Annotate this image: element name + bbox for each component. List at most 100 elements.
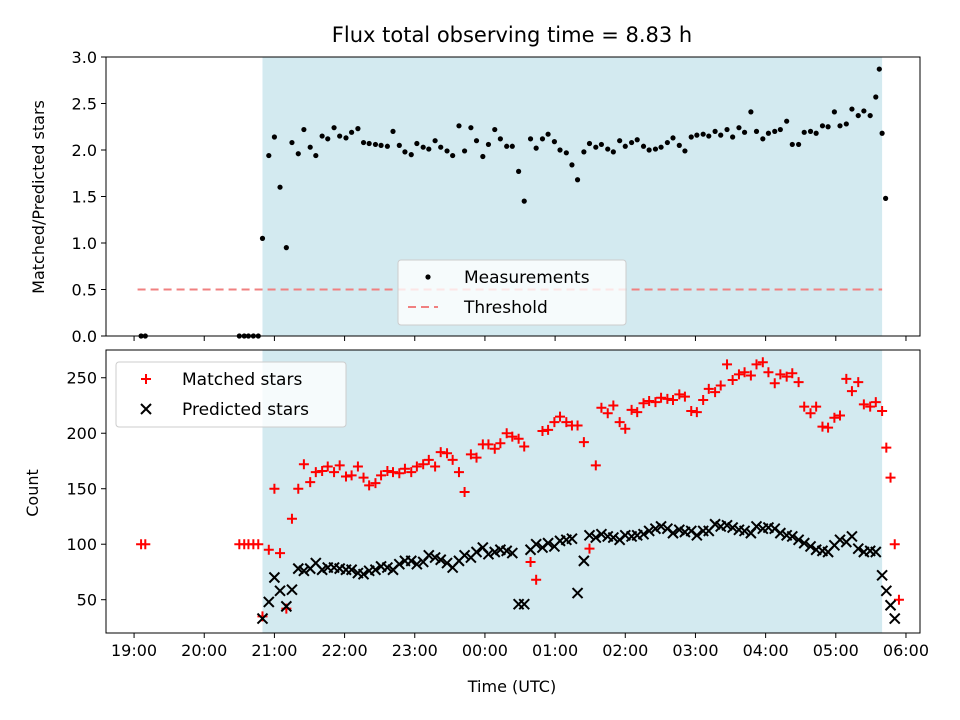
bottom-y-tick-label: 150 [66, 480, 97, 499]
measurements-point [456, 123, 462, 129]
predicted-stars-point [256, 612, 269, 625]
matched-stars-point [674, 389, 685, 400]
matched-stars-point [364, 480, 375, 491]
measurements-point [402, 149, 408, 155]
predicted-stars-point [643, 525, 655, 537]
measurements-point [360, 139, 367, 146]
measurements-point [444, 148, 450, 154]
matched-stars-point [572, 420, 583, 431]
measurements-point [283, 245, 289, 251]
matched-stars-point [710, 387, 721, 398]
measurements-point [610, 149, 616, 155]
measurements-point [784, 118, 790, 124]
predicted-stars-point [369, 564, 382, 576]
top-y-tick-label: 0.0 [72, 327, 97, 346]
x-tick-label: 21:00 [251, 641, 297, 660]
matched-stars-point [881, 442, 892, 453]
measurements-point [819, 123, 826, 129]
matched-stars-point [745, 370, 756, 381]
matched-stars-point [453, 467, 464, 478]
predicted-stars-point [542, 537, 554, 549]
measurements-point [378, 142, 384, 148]
predicted-stars-point [880, 585, 893, 597]
matched-stars-point [394, 468, 405, 479]
matched-stars-point [793, 377, 804, 388]
measurements-point [450, 152, 456, 159]
legend-predicted-marker [140, 403, 152, 415]
measurements-point [343, 135, 349, 141]
predicted-stars-point [738, 525, 751, 537]
measurements-point [384, 143, 390, 149]
matched-stars-point [865, 401, 876, 412]
predicted-stars-point [889, 612, 901, 625]
matched-stars-point [298, 459, 309, 470]
matched-stars-point [358, 472, 369, 483]
measurements-point [837, 123, 843, 129]
matched-stars-point [656, 392, 667, 403]
measurements-point [813, 130, 819, 136]
measurements-point [557, 147, 563, 153]
matched-stars-point [853, 377, 864, 388]
matched-stars-point [465, 449, 476, 460]
matched-stars-point [757, 357, 768, 368]
measurements-point [289, 139, 295, 146]
measurements-point [670, 135, 676, 141]
matched-stars-point [346, 470, 357, 481]
measurements-point [694, 132, 700, 138]
matched-stars-point [406, 467, 417, 478]
measurements-point [295, 151, 301, 157]
measurements-point [396, 142, 402, 148]
matched-stars-point [662, 393, 673, 404]
matched-stars-point [561, 417, 572, 428]
measurements-point [539, 136, 546, 142]
measurements-point [485, 141, 492, 148]
matched-stars-point [626, 404, 637, 415]
predicted-stars-point [411, 558, 423, 570]
top-y-tick-label: 1.0 [72, 234, 97, 253]
x-axis-label: Time (UTC) [467, 677, 556, 696]
predicted-stars-point [280, 600, 293, 613]
measurements-point [712, 128, 718, 134]
top-axes-frame [105, 56, 921, 337]
matched-stars-point [140, 539, 151, 550]
matched-stars-point [715, 380, 726, 391]
measurements-point [480, 153, 486, 160]
matched-stars-point [733, 369, 744, 380]
matched-stars-point [650, 397, 661, 408]
bottom-y-tick-label: 100 [66, 535, 97, 554]
measurements-point [551, 139, 558, 145]
matched-stars-point [787, 368, 798, 379]
predicted-stars-point [834, 534, 846, 546]
measurements-point [468, 125, 474, 131]
predicted-stars-point [876, 569, 888, 581]
measurements-point [724, 126, 730, 133]
matched-stars-point [775, 369, 786, 380]
x-tick-label: 00:00 [462, 641, 508, 660]
measurements-point [574, 177, 581, 183]
matched-stars-point [293, 483, 304, 494]
top-y-tick-label: 0.5 [72, 281, 97, 300]
top-legend: Measurements Threshold [397, 259, 627, 326]
top-legend-box [397, 259, 627, 326]
measurements-point [789, 141, 795, 148]
matched-stars-point [644, 396, 655, 407]
matched-stars-point [322, 461, 333, 472]
matched-stars-point [411, 461, 422, 472]
matched-stars-point [352, 461, 363, 472]
predicted-stars-point [884, 599, 897, 611]
measurements-point [259, 235, 266, 241]
measurements-point [622, 143, 628, 149]
measurements-point [652, 146, 659, 152]
measurements-point [700, 131, 706, 137]
predicted-stars-point [458, 549, 471, 562]
predicted-stars-point [852, 542, 864, 555]
measurements-point [569, 162, 575, 168]
matched-stars-point [799, 401, 810, 412]
measurements-point [492, 126, 498, 133]
matched-stars-point [305, 477, 316, 488]
measurements-point [777, 126, 783, 133]
measurements-point [718, 132, 724, 138]
measurements-point [331, 125, 337, 131]
measurements-point [527, 136, 534, 142]
